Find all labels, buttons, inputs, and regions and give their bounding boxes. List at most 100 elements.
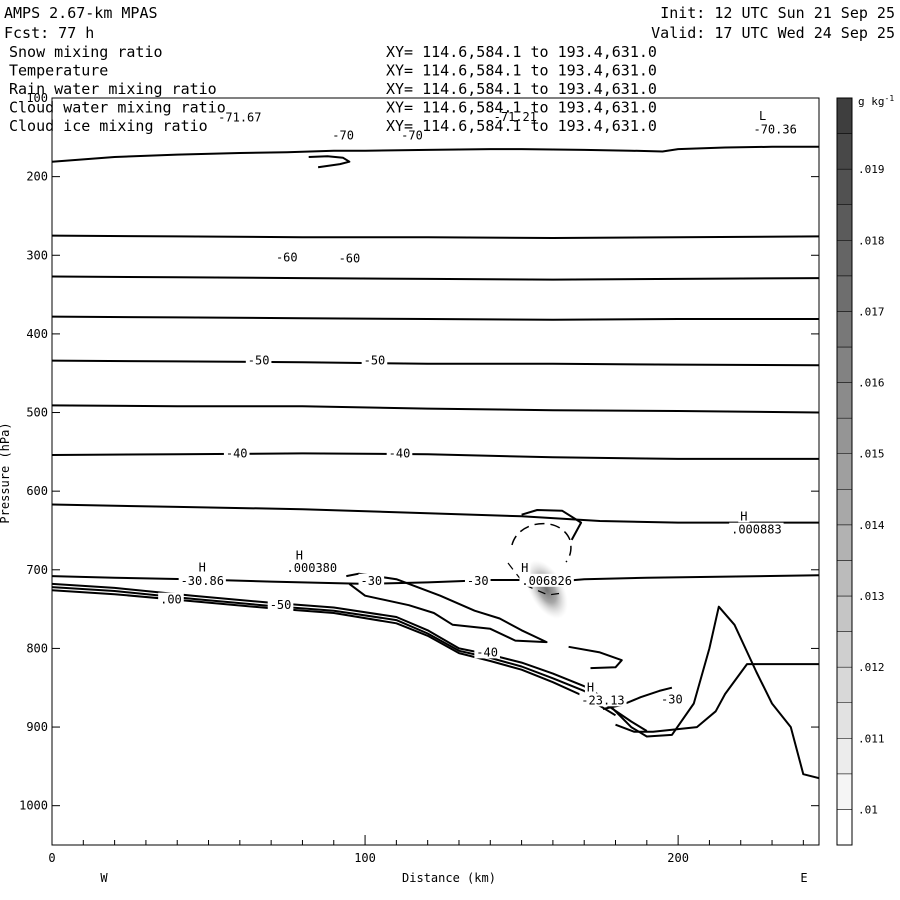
terrain-line-2 [52, 589, 617, 717]
x-tick-label: 200 [667, 851, 689, 865]
x-tick-label: 100 [354, 851, 376, 865]
dashed-contour-layer [507, 523, 572, 596]
variable-list: Snow mixing ratio XY= 114.6,584.1 to 193.… [9, 43, 657, 135]
contour-label-bg [386, 446, 413, 460]
colorbar-cell [836, 595, 853, 632]
init-time: Init: 12 UTC Sun 21 Sep 25 [660, 4, 895, 22]
contour-label-bg [474, 645, 500, 659]
contour-label-bg [519, 573, 574, 587]
colorbar-cell [836, 489, 853, 526]
variable-name: Cloud water mixing ratio [9, 99, 226, 117]
contour-label-bg [158, 592, 184, 606]
colorbar-cell [836, 417, 853, 454]
contour-label: -23.13 [581, 693, 624, 707]
contour-label-bg [273, 250, 300, 264]
contour-label-bg [751, 122, 799, 136]
contour-label: -40 [476, 645, 498, 659]
y-axis-label: Pressure (hPa) [0, 422, 12, 523]
contour-label: -50 [270, 598, 292, 612]
contour-label-bg [336, 251, 363, 265]
colorbar-frame [836, 97, 853, 846]
colorbar-tick-label: .01 [858, 803, 878, 816]
temperature-contour-7 [52, 452, 819, 460]
east-label: E [800, 871, 807, 885]
colorbar-tick-label: .016 [858, 377, 885, 390]
colorbar-cell [836, 346, 853, 383]
colorbar-cell [836, 666, 853, 703]
contour-label: -71.21 [494, 110, 537, 124]
contour-label: -50 [364, 354, 386, 368]
colorbar-cell [836, 133, 853, 170]
contour-label-bg [659, 692, 685, 706]
colorbar-unit: g kg-1 [858, 94, 894, 108]
x-tick-label: 0 [48, 851, 55, 865]
model-title: AMPS 2.67-km MPAS [4, 4, 158, 22]
temperature-contour-6 [52, 404, 819, 414]
contour-label: -60 [339, 251, 361, 265]
contour-label: -70.36 [753, 122, 796, 136]
contour-label-bg [584, 680, 597, 694]
contour-label: -30 [360, 574, 382, 588]
y-tick-label: 1000 [19, 799, 48, 813]
colorbar-cell [836, 773, 853, 810]
colorbar-tick-label: .018 [858, 234, 885, 247]
contour-label-bg [178, 573, 226, 587]
colorbar-cell [836, 738, 853, 775]
temperature-contour-11 [568, 645, 623, 670]
colorbar-labels: .019 .018 .017 .016 .015 .014 .013 .012 .011 .01 [858, 163, 885, 816]
contour-label-bg [267, 598, 294, 612]
colorbar-cell [836, 204, 853, 241]
variable-xy-range: XY= 114.6,584.1 to 193.4,631.0 [386, 43, 657, 61]
dashed-contour [511, 523, 572, 563]
y-tick-label: 700 [26, 563, 48, 577]
contour-label: .000883 [731, 523, 782, 537]
temperature-contour-14 [521, 509, 583, 541]
y-tick-label: 500 [26, 406, 48, 420]
contour-label-bg [293, 548, 305, 562]
colorbar-cell [836, 524, 853, 561]
temperature-contour-10 [346, 572, 548, 644]
plot-background [52, 98, 819, 845]
y-tick-label: 300 [26, 248, 48, 262]
contour-label: .006826 [521, 574, 572, 588]
contour-label: -30.86 [181, 574, 224, 588]
colorbar-cell [836, 382, 853, 419]
colorbar-tick-label: .013 [858, 590, 885, 603]
colorbar-tick-label: .017 [858, 305, 885, 318]
contour-label-bg [196, 560, 208, 574]
temperature-contour-4 [52, 315, 819, 321]
contour-label-bg [729, 522, 784, 536]
y-tick-label: 100 [26, 91, 48, 105]
plot-frame [51, 97, 820, 846]
contour-label-bg [358, 573, 385, 587]
contour-label-bg [464, 573, 491, 587]
contour-label-bg [361, 353, 388, 367]
temperature-contour-5 [52, 359, 819, 367]
dashed-contour-lower [507, 562, 564, 596]
colorbar-cell [836, 809, 853, 846]
x-axis-label: Distance (km) [402, 871, 496, 885]
y-tick-label: 400 [26, 327, 48, 341]
contour-label-bg [519, 561, 531, 575]
colorbar-cell [836, 97, 853, 134]
contour-label-bg [330, 128, 356, 142]
temperature-contour-12 [602, 686, 673, 710]
colorbar-cell [836, 453, 853, 490]
colorbar-tick-label: .011 [858, 732, 885, 745]
contour-label-bg [579, 693, 627, 707]
variable-xy-range: XY= 114.6,584.1 to 193.4,631.0 [386, 99, 657, 117]
contour-label: H [521, 561, 528, 575]
contour-label: -50 [248, 354, 270, 368]
colorbar-cell [836, 560, 853, 597]
plot-area: -71.67 -70 -70 -71.21 L-70.36 -60 -60 -50 -50 -40… [19, 91, 820, 865]
contour-label: -40 [389, 446, 411, 460]
west-label: W [100, 871, 108, 885]
temperature-contour-0 [52, 145, 819, 163]
contour-label-bg [399, 128, 425, 142]
y-tick-label: 900 [26, 720, 48, 734]
contour-label-layer: -71.67 -70 -70 -71.21 L-70.36 -60 -60 -50 -50 -40… [158, 109, 799, 707]
colorbar-tick-label: .012 [858, 661, 885, 674]
contour-label: -30 [661, 693, 683, 707]
y-tick-label: 600 [26, 484, 48, 498]
